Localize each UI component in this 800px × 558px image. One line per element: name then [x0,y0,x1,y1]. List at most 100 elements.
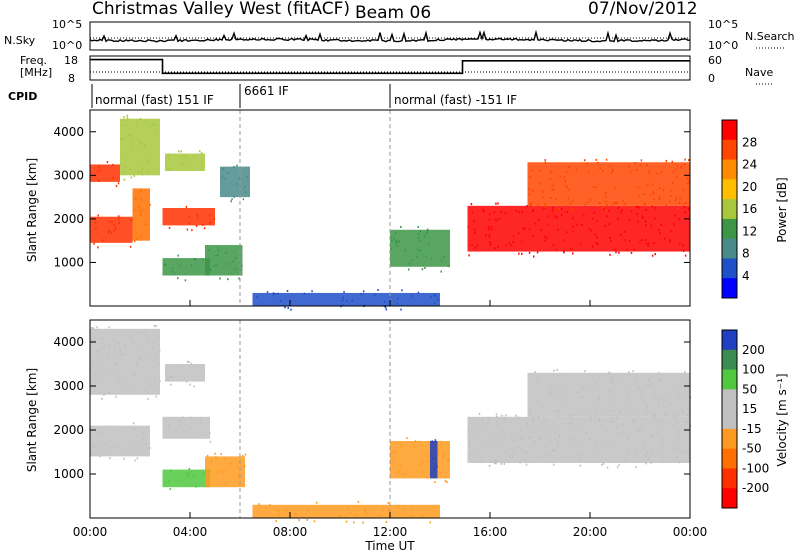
velocity-speckle [431,440,434,443]
power-speckle [234,268,237,271]
velocity-speckle [547,394,550,397]
velocity-speckle [90,327,93,330]
velocity-speckle [115,370,117,373]
velocity-speckle [190,362,193,365]
velocity-speckle [180,479,182,482]
power-speckle [508,242,511,245]
power-speckle [98,179,100,182]
power-speckle [521,210,523,213]
power-colorbar-tick: 8 [742,247,750,261]
power-speckle [140,210,142,213]
power-speckle [553,215,556,218]
power-speckle [118,218,121,221]
velocity-speckle [90,386,92,389]
velocity-speckle [206,480,208,483]
velocity-speckle [230,463,232,466]
power-speckle [112,163,114,166]
power-speckle [126,114,129,117]
power-speckle [217,249,220,252]
velocity-speckle [147,339,149,342]
velocity-data-marks [90,324,692,524]
velocity-speckle [538,401,540,404]
velocity-speckle [444,479,447,482]
power-speckle [669,240,671,243]
velocity-speckle [397,504,400,507]
velocity-speckle [203,472,206,475]
velocity-speckle [615,426,618,429]
velocity-speckle [392,457,395,460]
velocity-speckle [364,509,366,512]
velocity-speckle [526,427,529,430]
velocity-speckle [97,357,100,360]
velocity-speckle [414,440,417,443]
velocity-speckle [609,372,611,375]
power-speckle [126,117,129,120]
velocity-speckle [503,462,505,465]
power-speckle [654,253,656,256]
velocity-speckle [579,410,582,413]
power-speckle [417,249,420,252]
power-speckle [121,153,123,156]
velocity-speckle [627,399,629,402]
power-speckle [583,214,585,217]
velocity-speckle [649,378,651,381]
velocity-speckle [392,461,394,464]
velocity-speckle [618,464,620,467]
velocity-speckle [103,393,105,396]
power-speckle [663,237,666,240]
power-speckle [488,233,491,236]
velocity-colorbar-cell [722,448,737,469]
power-speckle [287,306,289,309]
power-speckle [415,255,418,258]
velocity-speckle [628,371,630,374]
velocity-speckle [268,504,271,507]
velocity-speckle [547,433,550,436]
cpid-segment-1: normal (fast) 151 IF [95,93,214,107]
velocity-speckle [527,436,530,439]
velocity-speckle [673,448,675,451]
velocity-speckle [120,383,122,386]
velocity-speckle [657,404,660,407]
power-speckle [567,197,570,200]
power-speckle [426,228,429,231]
velocity-speckle [447,458,449,461]
power-speckle [566,231,568,234]
velocity-speckle [646,406,648,409]
power-speckle [683,163,686,166]
velocity-speckle [100,374,103,377]
velocity-speckle [503,417,506,420]
power-speckle [488,218,491,221]
velocity-region [390,441,450,479]
power-speckle [244,186,246,189]
power-colorbar-cell [722,258,737,279]
power-speckle [110,231,113,234]
velocity-speckle [101,446,103,449]
power-speckle [569,248,572,251]
power-speckle [543,207,545,210]
power-speckle [193,258,196,261]
power-colorbar-ticks: 28 24 20 16 12 8 4 [742,135,757,283]
power-speckle [390,236,393,239]
velocity-speckle [586,432,588,435]
power-colorbar-cell [722,238,737,259]
velocity-speckle [101,432,104,435]
power-speckle [682,188,684,191]
power-speckle [673,223,675,226]
power-speckle [467,226,470,229]
power-speckle [437,298,439,301]
power-speckle [489,213,491,216]
velocity-speckle [526,451,528,454]
velocity-speckle [190,427,193,430]
power-speckle [342,304,344,307]
velocity-colorbar-tick: -50 [742,442,762,456]
power-speckle [140,189,142,192]
power-speckle [279,299,282,302]
power-speckle [672,170,675,173]
power-speckle [528,188,530,191]
power-speckle [342,296,344,299]
velocity-speckle [594,416,596,419]
velocity-speckle [589,410,591,413]
power-speckle [544,235,546,238]
power-speckle [199,150,201,153]
power-speckle [134,197,137,200]
